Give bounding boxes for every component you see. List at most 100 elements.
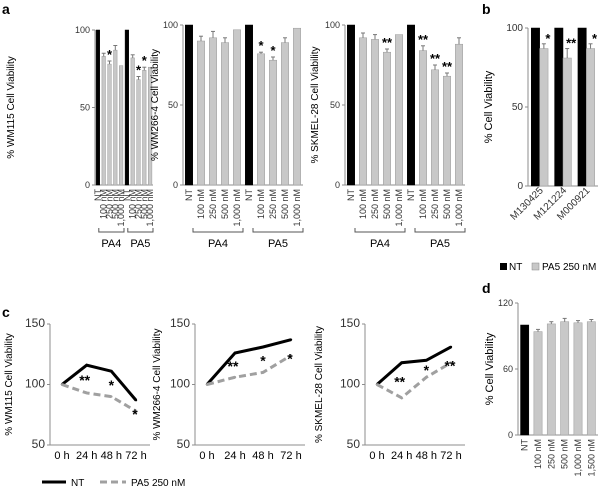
c1-significance: * [132,406,138,422]
c1-y-axis-label: % WM115 Cell Viability [4,333,15,435]
a1-bar [119,65,124,186]
a3-significance: ** [418,32,429,47]
b-bar [539,48,549,187]
b-legend-label-pa5: PA5 250 nM [542,262,596,273]
c1-y-tick-label: 50 [32,437,46,451]
a3-y-tick-label: 50 [330,100,340,110]
c2-y-tick-label: 150 [170,316,190,330]
a1-bar [142,70,147,186]
a3-y-axis-label: % SKMEL-28 Cell Viability [310,46,321,163]
c1-point [110,395,113,398]
b-y-axis-label: % Cell Viability [483,70,495,143]
c1-point [85,391,88,395]
c3-y-tick-label: 50 [347,437,361,451]
chart-c3: 50 100 150 % SKMEL-28 Cell Viability 0 h 24 h… [314,316,465,462]
a1-bar [95,29,100,186]
a1-category-label: 1,000 nM [116,189,126,227]
c2-x-tick-label: 0 h [199,450,214,462]
a3-y-tick-label: 0 [335,180,340,190]
a1-group-bracket [127,228,154,233]
d-y-tick-label: 120 [498,298,513,308]
c3-significance: ** [394,373,405,389]
a3-group-bracket [354,228,406,233]
a2-category-label: 1,000 nM [292,189,302,227]
c3-x-tick-label: 72 h [440,450,461,462]
a2-bar [245,24,253,186]
c1-point [134,409,138,413]
c2-x-tick-label: 72 h [280,450,301,462]
a1-y-axis-label: % WM115 Cell Viability [6,56,17,158]
c2-x-tick-label: 48 h [252,450,273,462]
b-significance: * [545,31,551,46]
panel-letter-a: a [2,1,10,17]
a1-group-bracket [98,228,125,233]
a2-bar [221,42,229,186]
a1-category-label: 250 nM [105,189,115,219]
a2-group-label: PA5 [268,238,288,250]
a1-category-label: 100 nM [128,189,138,219]
a1-significance: * [107,47,113,62]
d-category-label: 100 nM [533,439,543,469]
c1-point [134,399,138,402]
b-legend-swatch-pa5 [531,262,540,271]
d-bar [546,323,556,436]
c3-y-axis-label: % SKMEL-28 Cell Viability [314,326,325,443]
a1-category-label: 500 nM [110,189,120,219]
c3-series-line [376,345,452,386]
c2-point [233,351,237,355]
legend-label-pa5: PA5 250 nM [131,478,185,486]
d-y-tick-label: 0 [508,430,513,440]
b-bar [562,57,572,187]
a1-y-tick-label: 0 [85,180,90,190]
c1-point [110,369,113,373]
c2-x-tick-label: 24 h [224,450,245,462]
a2-bar [281,42,289,186]
a3-category-label: 500 nM [442,189,452,219]
c1-y-tick-label: 100 [25,377,45,391]
c1-x-tick-label: 48 h [101,450,122,462]
c2-significance: * [260,353,266,369]
c2-y-axis-label: % WM266-4 Cell Viability [152,328,163,440]
c3-x-tick-label: 48 h [416,450,437,462]
a2-significance: * [270,43,276,58]
a2-y-tick-label: 0 [173,180,178,190]
a1-significance: * [142,53,148,68]
c3-point [400,396,403,400]
a3-group-label: PA4 [370,238,390,250]
panel-letter-c: c [2,304,10,320]
a1-bar [101,56,106,186]
legend-c: NT PA5 250 nM [42,478,185,486]
a3-category-label: 250 nM [370,189,380,219]
a2-bar [257,53,265,186]
a1-bar [113,49,118,186]
b-bar [586,48,595,187]
c2-y-tick-label: 100 [170,377,190,391]
d-bar [533,331,543,436]
b-y-tick-label: 0 [517,181,523,192]
a2-category-label: 250 nM [208,189,218,219]
a3-significance: ** [442,59,453,74]
a2-category-label: 100 nM [196,189,206,219]
panel-letter-b: b [482,1,491,17]
a3-category-label: 100 nM [418,189,428,219]
d-bar [560,321,570,436]
c2-y-tick-label: 50 [177,437,191,451]
a2-bar [197,40,205,186]
d-y-tick-label: 60 [503,364,513,374]
a3-bar [407,24,415,186]
c2-series-line [205,338,292,386]
a2-y-tick-label: 50 [168,100,178,110]
a3-category-label: 250 nM [430,189,440,219]
c1-series-line [61,383,137,413]
a3-category-label: 100 nM [358,189,368,219]
c3-series-line [376,361,452,400]
a1-bar [107,63,112,186]
a2-category-label: 100 nM [256,189,266,219]
a1-bar [130,57,135,186]
a1-group-label: PA4 [101,238,121,250]
a1-y-tick-label: 50 [80,103,90,113]
a3-bar [347,24,355,186]
c2-series-line [206,354,292,386]
